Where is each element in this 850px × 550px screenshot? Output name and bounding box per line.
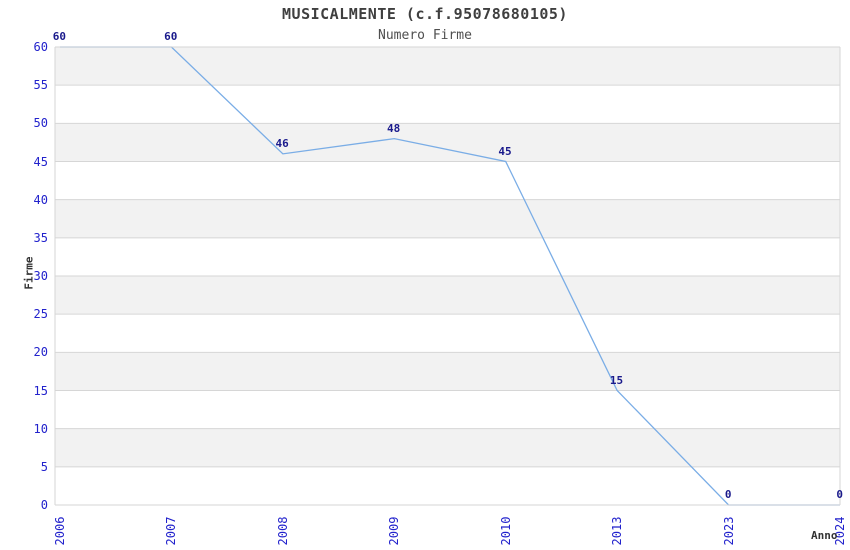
- data-point-label: 48: [386, 121, 401, 135]
- y-tick-label: 45: [33, 154, 48, 169]
- data-point-label: 0: [836, 488, 843, 501]
- data-point-label: 60: [52, 30, 66, 43]
- data-point-label: 0: [724, 488, 732, 501]
- grid-band: [55, 199, 840, 238]
- y-tick-label: 35: [33, 230, 48, 245]
- y-tick-label: 40: [33, 192, 48, 207]
- y-tick-label: 0: [40, 498, 48, 512]
- chart-title: MUSICALMENTE (c.f.95078680105): [282, 5, 568, 23]
- data-point-label: 60: [164, 30, 178, 43]
- grid-band: [55, 276, 840, 315]
- y-tick-label: 10: [33, 421, 48, 436]
- data-line: [60, 46, 840, 506]
- y-tick-label: 5: [40, 459, 48, 474]
- y-tick-label: 25: [33, 307, 48, 322]
- chart-subtitle: Numero Firme: [378, 28, 472, 43]
- grid-band: [55, 428, 840, 467]
- y-tick-label: 55: [33, 78, 48, 93]
- y-tick-label: 30: [33, 269, 48, 283]
- grid-band: [55, 352, 840, 391]
- y-tick-label: 20: [33, 345, 48, 360]
- grid-band: [55, 123, 840, 162]
- y-tick-label: 15: [33, 383, 48, 398]
- y-tick-label: 60: [33, 40, 48, 54]
- data-point-label: 15: [609, 373, 624, 387]
- grid-band: [55, 47, 840, 86]
- data-point-label: 45: [498, 144, 512, 158]
- x-axis-title: Anno: [811, 529, 838, 542]
- data-point-label: 46: [275, 136, 289, 150]
- y-tick-label: 50: [33, 116, 48, 131]
